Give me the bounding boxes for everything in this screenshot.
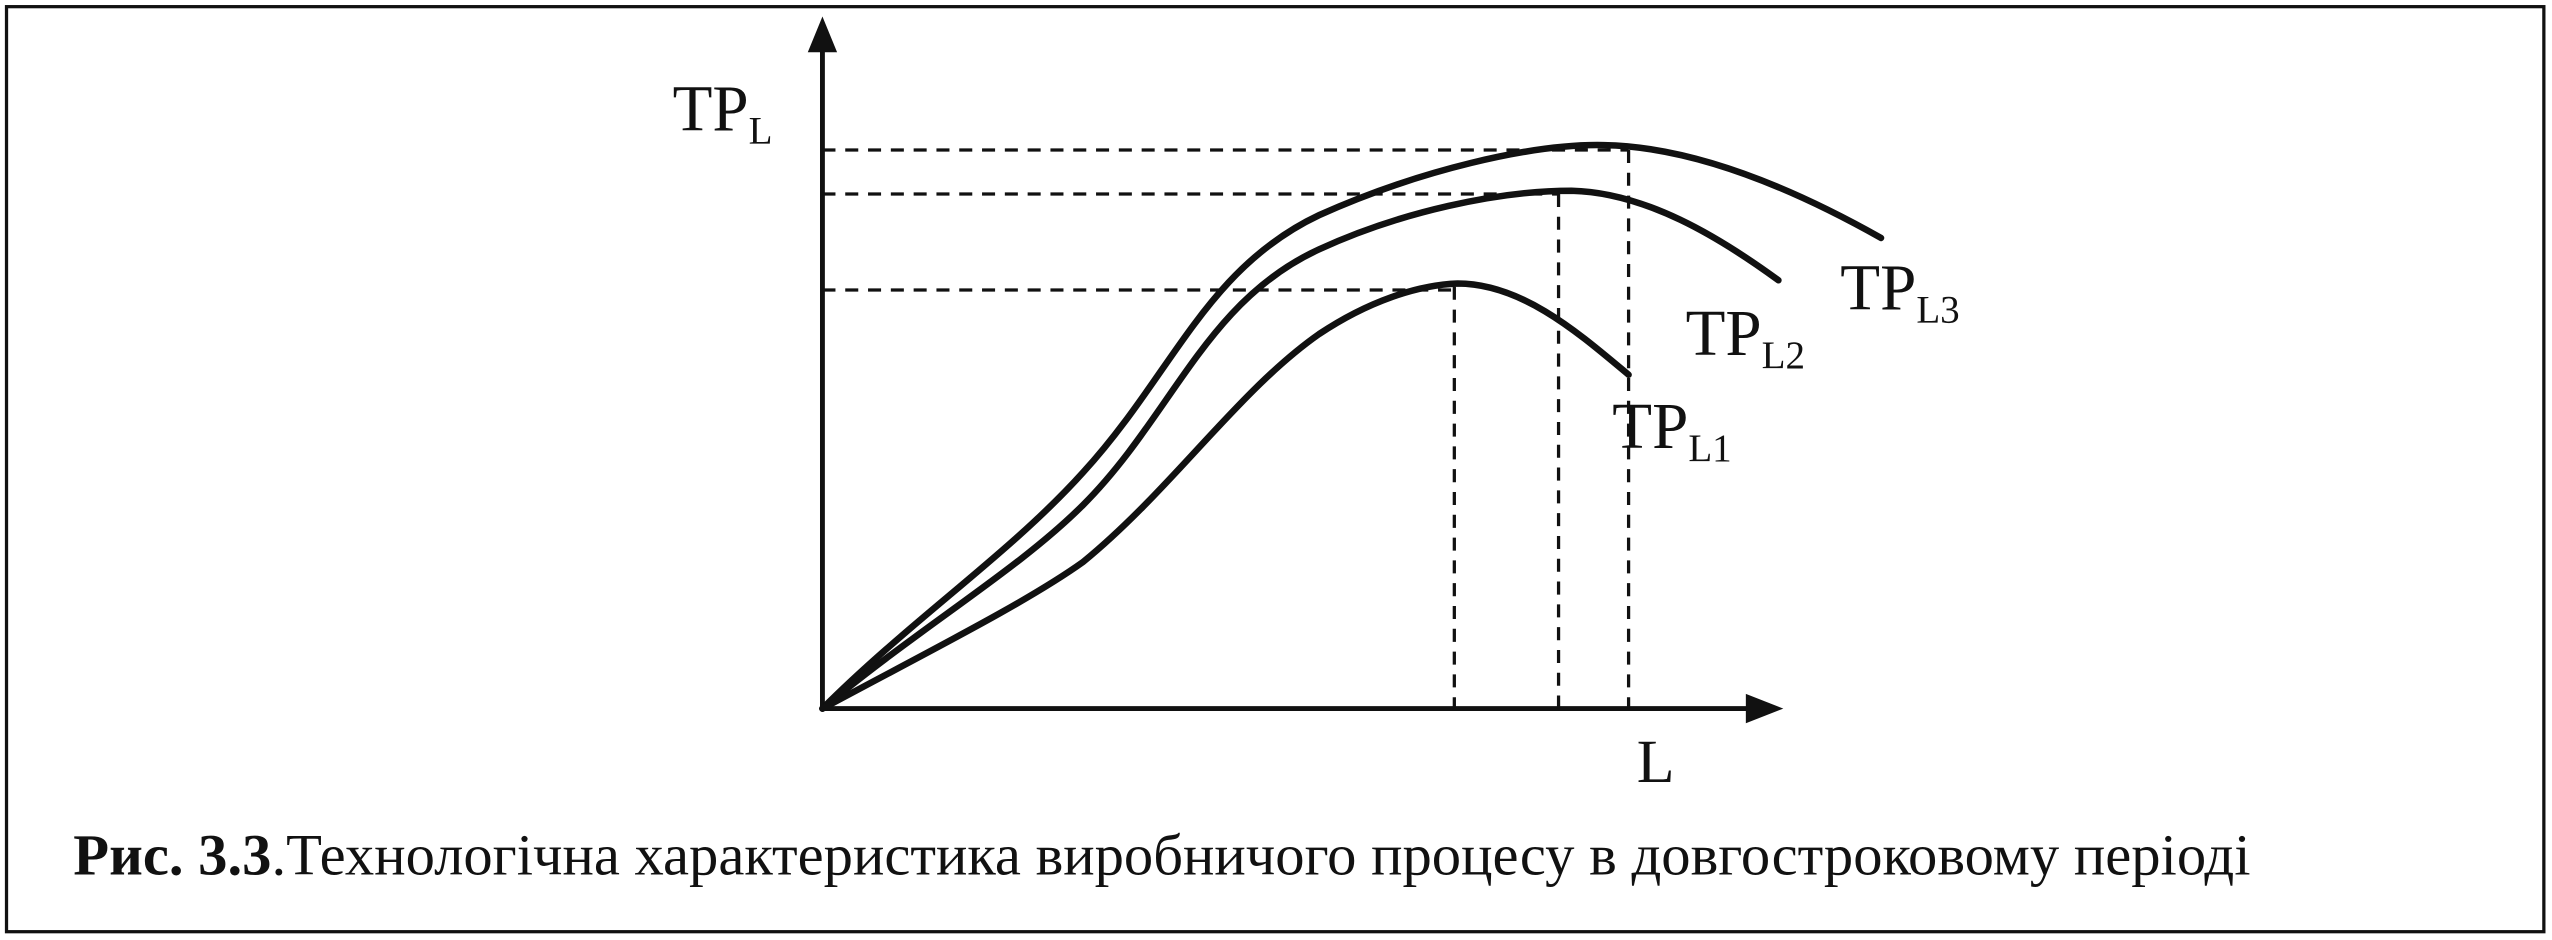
label-main: TP [1840,253,1916,325]
curve-2 [819,187,1782,712]
guide-2 [822,192,1561,709]
caption-text: .Технологічна характеристика виробничого… [271,823,2250,888]
caption: Рис. 3.3.Технологічна характеристика вир… [73,823,2250,888]
guide-3 [822,148,1631,709]
x-arrow [1745,693,1784,724]
y-label-main: TP [673,73,749,145]
caption-number: Рис. 3.3 [73,823,271,888]
x-axis-label: L [1637,728,1675,796]
y-label-sub: L [749,109,773,152]
guide-1 [822,286,1456,709]
label-sub: L1 [1688,427,1731,470]
label-sub: L2 [1762,334,1805,377]
frame [4,5,2546,934]
label-main: TP [1612,391,1688,463]
label-sub: L3 [1916,289,1959,332]
curve-1-label: TPL1 [1612,391,1731,470]
curve-1 [819,280,1632,712]
label-main: TP [1686,298,1762,370]
curve-3-label: TPL3 [1840,253,1959,332]
y-arrow [807,16,838,53]
curve-2-label: TPL2 [1686,298,1805,377]
y-axis-label: TPL [673,73,773,152]
curve-3 [819,141,1885,712]
